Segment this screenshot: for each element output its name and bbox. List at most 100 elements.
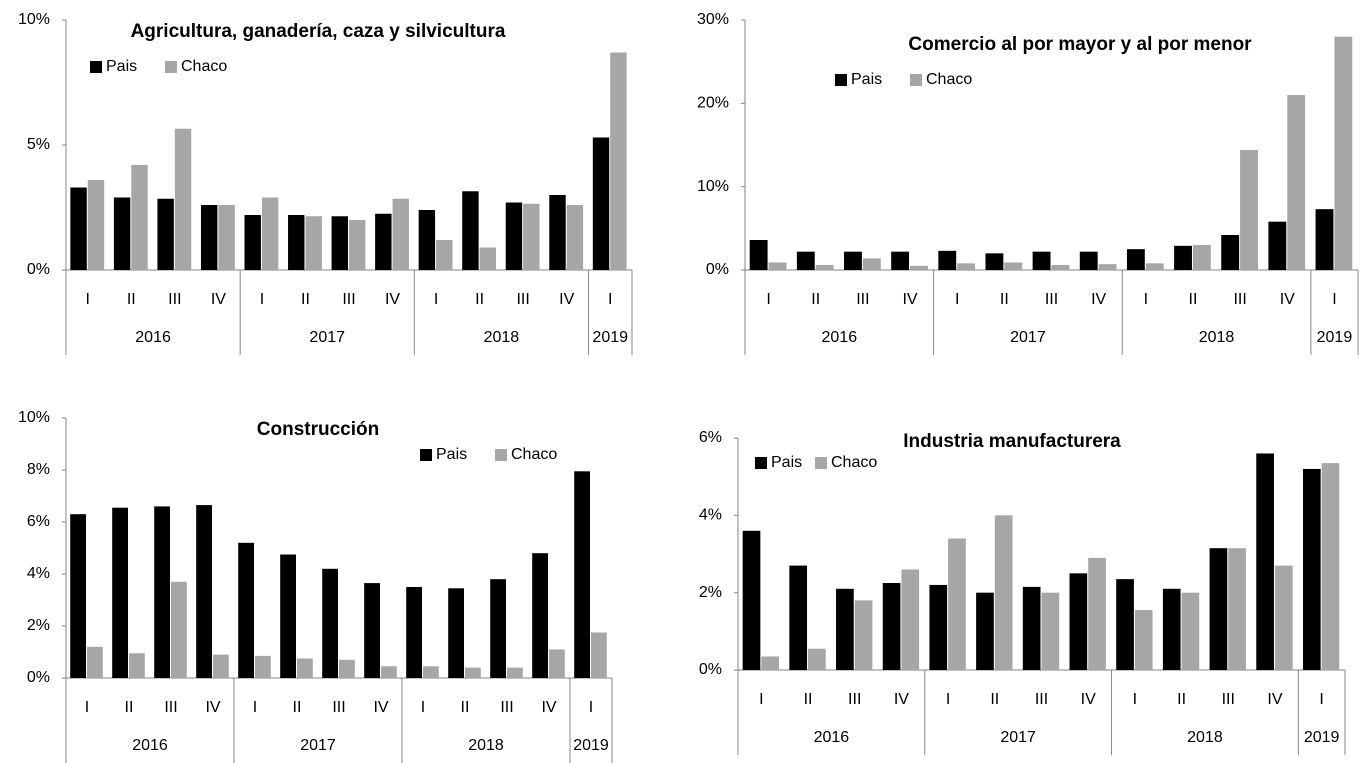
legend-label: Pais	[771, 454, 802, 471]
bar	[910, 265, 928, 270]
chart-title: Industria manufacturera	[903, 431, 1121, 452]
bar	[549, 649, 565, 678]
bar	[1145, 263, 1164, 270]
x-tick-label: I	[421, 699, 425, 716]
bar	[280, 554, 296, 678]
x-tick-label: IV	[559, 291, 574, 308]
bar	[218, 205, 235, 270]
bar	[957, 263, 976, 270]
legend-label: Chaco	[511, 446, 557, 463]
y-tick-label: 2%	[27, 617, 50, 634]
legend-swatch	[835, 74, 847, 86]
x-tick-label: II	[1189, 291, 1198, 308]
bar	[507, 667, 523, 678]
x-tick-label: IV	[1280, 291, 1295, 308]
x-group-label: 2019	[592, 329, 628, 346]
bar	[985, 253, 1004, 270]
bar	[423, 666, 439, 678]
bar	[808, 648, 826, 670]
x-tick-label: III	[516, 291, 529, 308]
bar	[549, 195, 566, 270]
x-group-label: 2016	[135, 329, 171, 346]
x-tick-label: I	[260, 291, 264, 308]
bar	[1209, 548, 1228, 670]
bar	[196, 505, 212, 678]
y-tick-label: 2%	[699, 584, 722, 601]
bar	[749, 240, 768, 270]
x-tick-label: II	[811, 291, 820, 308]
bar	[1041, 592, 1060, 670]
bar	[1287, 95, 1306, 270]
x-tick-label: I	[85, 699, 89, 716]
legend-swatch	[815, 457, 827, 469]
x-group-label: 2019	[1304, 729, 1340, 746]
x-tick-label: I	[759, 691, 763, 708]
y-tick-label: 0%	[27, 669, 50, 686]
bar	[1032, 251, 1051, 270]
bar	[244, 215, 261, 270]
x-tick-label: II	[301, 291, 310, 308]
legend-swatch	[910, 74, 922, 86]
bar	[261, 197, 279, 270]
bar	[815, 265, 834, 270]
x-tick-label: II	[990, 691, 999, 708]
bar	[1192, 245, 1211, 270]
bar	[948, 538, 966, 670]
bar	[574, 471, 590, 678]
legend-swatch	[90, 61, 102, 73]
bar	[976, 592, 994, 670]
bar	[381, 666, 397, 678]
x-tick-label: I	[946, 691, 950, 708]
x-tick-label: II	[804, 691, 813, 708]
x-group-label: 2016	[814, 729, 850, 746]
x-tick-label: I	[608, 291, 612, 308]
bar	[339, 659, 355, 678]
legend-label: Chaco	[831, 454, 877, 471]
legend-swatch	[165, 61, 177, 73]
legend-label: Chaco	[926, 71, 972, 88]
x-tick-label: I	[1133, 691, 1137, 708]
x-tick-label: IV	[902, 291, 917, 308]
bar	[1162, 588, 1181, 670]
x-tick-label: I	[766, 291, 770, 308]
bar	[406, 587, 422, 678]
bar	[157, 198, 174, 270]
x-tick-label: II	[461, 699, 470, 716]
y-tick-label: 10%	[697, 178, 729, 195]
x-tick-label: III	[856, 291, 869, 308]
y-tick-label: 10%	[18, 11, 50, 28]
bar	[1221, 235, 1240, 270]
x-group-label: 2019	[1317, 329, 1353, 346]
bar	[113, 197, 131, 270]
x-group-label: 2018	[1187, 729, 1223, 746]
bar	[1302, 468, 1321, 670]
x-tick-label: II	[127, 291, 136, 308]
bar	[1051, 265, 1070, 270]
bar	[465, 667, 481, 678]
bar	[1069, 573, 1088, 670]
bar	[1022, 586, 1041, 670]
bar	[1228, 548, 1246, 670]
bar	[862, 258, 881, 270]
bar	[1256, 453, 1274, 670]
bar	[349, 220, 366, 270]
x-tick-label: III	[1233, 291, 1246, 308]
x-tick-label: II	[293, 699, 302, 716]
x-group-label: 2018	[1199, 329, 1235, 346]
bar	[532, 553, 548, 678]
x-tick-label: II	[475, 291, 484, 308]
x-tick-label: IV	[205, 699, 220, 716]
bar	[131, 165, 148, 270]
y-tick-label: 4%	[699, 507, 722, 524]
bar	[882, 583, 901, 670]
bar	[761, 656, 780, 670]
x-tick-label: IV	[894, 691, 909, 708]
legend-label: Pais	[106, 58, 137, 75]
bar	[154, 506, 170, 678]
bar	[288, 215, 305, 270]
y-tick-label: 20%	[697, 95, 729, 112]
legend-swatch	[420, 449, 432, 461]
chart-title: Agricultura, ganadería, caza y silvicult…	[131, 21, 506, 42]
bar	[70, 187, 87, 270]
bar	[768, 262, 787, 270]
